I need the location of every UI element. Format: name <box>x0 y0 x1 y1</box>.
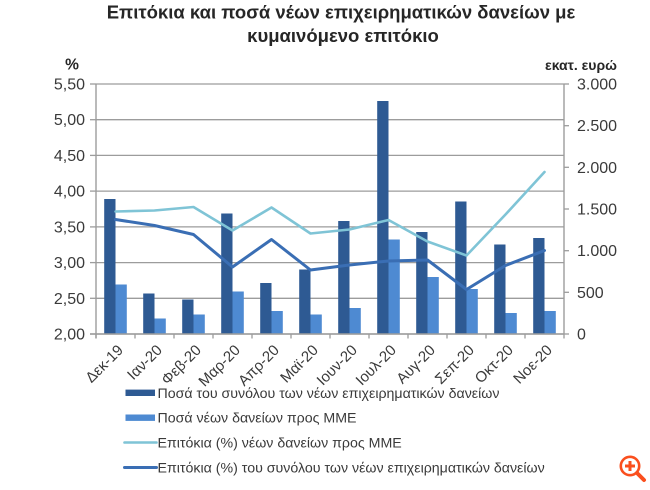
svg-text:5,00: 5,00 <box>54 112 85 129</box>
svg-text:4,00: 4,00 <box>54 184 85 201</box>
svg-text:1.500: 1.500 <box>577 202 617 219</box>
svg-text:3.000: 3.000 <box>577 77 617 94</box>
svg-text:2.500: 2.500 <box>577 118 617 135</box>
svg-text:0: 0 <box>577 327 586 344</box>
svg-text:κυμαινόμενο επιτόκιο: κυμαινόμενο επιτόκιο <box>247 25 439 46</box>
svg-text:500: 500 <box>577 285 604 302</box>
svg-text:Επιτόκια και ποσά νέων επιχειρ: Επιτόκια και ποσά νέων επιχειρηματικών δ… <box>107 2 576 23</box>
svg-text:Ποσά του συνόλου των νέων επιχ: Ποσά του συνόλου των νέων επιχειρηματικώ… <box>158 386 500 402</box>
svg-text:%: % <box>65 57 79 74</box>
svg-text:3,00: 3,00 <box>54 255 85 272</box>
svg-text:2,50: 2,50 <box>54 291 85 308</box>
svg-text:εκατ. ευρώ: εκατ. ευρώ <box>545 57 617 73</box>
svg-text:5,50: 5,50 <box>54 77 85 94</box>
svg-text:2.000: 2.000 <box>577 160 617 177</box>
svg-text:4,50: 4,50 <box>54 148 85 165</box>
svg-text:3,50: 3,50 <box>54 219 85 236</box>
svg-text:2,00: 2,00 <box>54 327 85 344</box>
svg-text:Ποσά νέων δανείων προς ΜΜΕ: Ποσά νέων δανείων προς ΜΜΕ <box>158 411 357 427</box>
svg-text:Επιτόκια (%) νέων δανείων προς: Επιτόκια (%) νέων δανείων προς ΜΜΕ <box>158 436 402 452</box>
svg-text:Επιτόκια (%) του συνόλου των ν: Επιτόκια (%) του συνόλου των νέων επιχει… <box>158 461 545 477</box>
svg-text:1.000: 1.000 <box>577 243 617 260</box>
